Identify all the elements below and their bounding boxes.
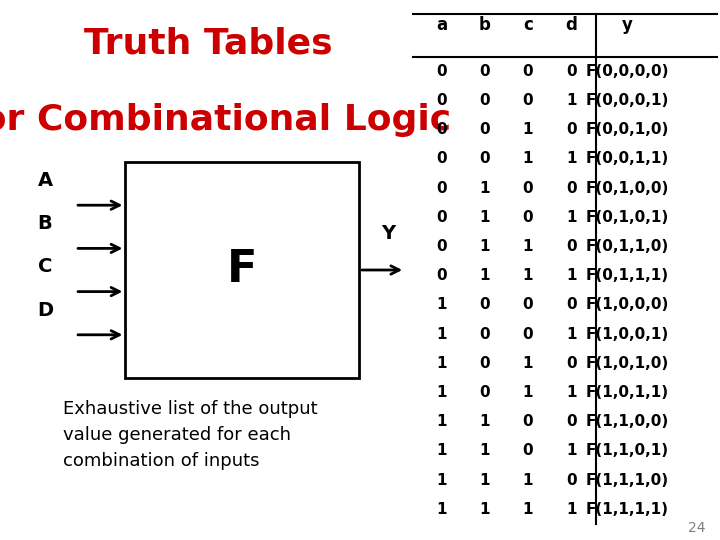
Text: 0: 0: [523, 298, 534, 312]
Text: 1: 1: [566, 210, 577, 225]
Text: 0: 0: [566, 239, 577, 254]
Text: 0: 0: [523, 210, 534, 225]
Text: 1: 1: [436, 356, 446, 371]
Text: F(1,0,0,0): F(1,0,0,0): [585, 298, 669, 312]
Text: 1: 1: [480, 180, 490, 195]
Text: 1: 1: [566, 385, 577, 400]
Text: 0: 0: [523, 64, 534, 79]
Text: 0: 0: [436, 93, 446, 108]
Text: F(1,1,1,0): F(1,1,1,0): [585, 472, 669, 488]
Text: 0: 0: [436, 210, 446, 225]
Text: 24: 24: [688, 521, 706, 535]
Text: 0: 0: [480, 356, 490, 371]
Text: 0: 0: [566, 64, 577, 79]
Text: 1: 1: [523, 122, 534, 137]
Text: B: B: [37, 214, 53, 233]
Text: F(0,0,0,1): F(0,0,0,1): [585, 93, 669, 108]
Text: A: A: [37, 171, 53, 190]
Text: 0: 0: [566, 472, 577, 488]
Text: 1: 1: [480, 268, 490, 283]
Text: F(1,0,1,1): F(1,0,1,1): [585, 385, 669, 400]
Text: 1: 1: [523, 268, 534, 283]
Text: F(0,0,1,1): F(0,0,1,1): [585, 151, 669, 166]
Text: 1: 1: [436, 414, 446, 429]
Text: 1: 1: [480, 472, 490, 488]
Text: 1: 1: [566, 268, 577, 283]
Bar: [125, 162, 359, 378]
Text: 0: 0: [436, 122, 446, 137]
Text: F(0,0,0,0): F(0,0,0,0): [585, 64, 669, 79]
Text: 1: 1: [523, 356, 534, 371]
Text: 0: 0: [566, 298, 577, 312]
Text: 0: 0: [480, 64, 490, 79]
Text: a: a: [436, 16, 447, 34]
Text: F(0,1,0,0): F(0,1,0,0): [585, 180, 669, 195]
Text: 1: 1: [480, 502, 490, 517]
Text: 0: 0: [480, 93, 490, 108]
Text: 0: 0: [523, 180, 534, 195]
Text: 0: 0: [566, 122, 577, 137]
Text: Y: Y: [382, 224, 395, 243]
Text: 0: 0: [566, 180, 577, 195]
Text: F(1,0,0,1): F(1,0,0,1): [585, 327, 669, 341]
Text: 1: 1: [523, 502, 534, 517]
Text: F(0,1,1,1): F(0,1,1,1): [585, 268, 669, 283]
Text: F(1,0,1,0): F(1,0,1,0): [585, 356, 669, 371]
Text: 0: 0: [480, 327, 490, 341]
Text: 0: 0: [480, 151, 490, 166]
Text: 1: 1: [523, 385, 534, 400]
Text: 1: 1: [436, 443, 446, 458]
Text: Exhaustive list of the output
value generated for each
combination of inputs: Exhaustive list of the output value gene…: [63, 400, 318, 470]
Text: 0: 0: [480, 122, 490, 137]
Text: 0: 0: [436, 239, 446, 254]
Text: 0: 0: [523, 327, 534, 341]
Text: D: D: [37, 301, 54, 320]
Text: 0: 0: [436, 268, 446, 283]
Text: 0: 0: [566, 414, 577, 429]
Text: 1: 1: [480, 414, 490, 429]
Text: 1: 1: [480, 210, 490, 225]
Text: 0: 0: [523, 93, 534, 108]
Text: F(0,0,1,0): F(0,0,1,0): [585, 122, 669, 137]
Text: F: F: [227, 248, 257, 292]
Text: 0: 0: [480, 385, 490, 400]
Text: 1: 1: [523, 239, 534, 254]
Text: F(0,1,1,0): F(0,1,1,0): [585, 239, 669, 254]
Text: 1: 1: [566, 502, 577, 517]
Text: d: d: [565, 16, 577, 34]
Text: 1: 1: [436, 298, 446, 312]
Text: F(1,1,0,0): F(1,1,0,0): [585, 414, 669, 429]
Text: 0: 0: [523, 414, 534, 429]
Text: for Combinational Logic: for Combinational Logic: [0, 103, 451, 137]
Text: 0: 0: [566, 356, 577, 371]
Text: 1: 1: [480, 239, 490, 254]
Text: 0: 0: [436, 180, 446, 195]
Text: 1: 1: [480, 443, 490, 458]
Text: F(0,1,0,1): F(0,1,0,1): [585, 210, 669, 225]
Text: 0: 0: [436, 64, 446, 79]
Text: y: y: [621, 16, 633, 34]
Text: 1: 1: [566, 93, 577, 108]
Text: 1: 1: [436, 502, 446, 517]
Text: 1: 1: [523, 472, 534, 488]
Text: 0: 0: [523, 443, 534, 458]
Text: 1: 1: [436, 327, 446, 341]
Text: 1: 1: [523, 151, 534, 166]
Text: C: C: [37, 258, 52, 276]
Text: 0: 0: [436, 151, 446, 166]
Text: c: c: [523, 16, 533, 34]
Text: Truth Tables: Truth Tables: [84, 27, 333, 61]
Text: b: b: [479, 16, 490, 34]
Text: F(1,1,0,1): F(1,1,0,1): [585, 443, 669, 458]
Text: 0: 0: [480, 298, 490, 312]
Text: 1: 1: [436, 472, 446, 488]
Text: 1: 1: [566, 443, 577, 458]
Text: F(1,1,1,1): F(1,1,1,1): [585, 502, 669, 517]
Text: 1: 1: [436, 385, 446, 400]
Text: 1: 1: [566, 151, 577, 166]
Text: 1: 1: [566, 327, 577, 341]
